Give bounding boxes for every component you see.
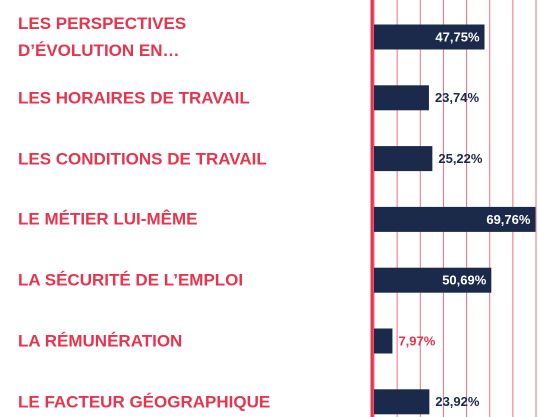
bar <box>374 267 492 293</box>
category-label: LE MÉTIER LUI-MÊME <box>18 209 198 229</box>
value-label: 23,92% <box>435 394 480 409</box>
bar <box>374 389 430 415</box>
category-label: LA RÉMUNÉRATION <box>18 331 183 351</box>
bar <box>374 328 393 354</box>
value-label: 7,97% <box>398 333 435 348</box>
value-label: 50,69% <box>442 273 487 288</box>
bar <box>374 206 536 232</box>
value-label: 69,76% <box>486 212 531 227</box>
category-label: LES HORAIRES DE TRAVAIL <box>18 88 250 108</box>
value-label: 25,22% <box>438 151 483 166</box>
bar <box>374 24 485 50</box>
bar <box>374 146 433 172</box>
category-label: LES CONDITIONS DE TRAVAIL <box>18 149 267 169</box>
value-label: 23,74% <box>435 90 480 105</box>
value-label: 47,75% <box>435 29 480 44</box>
category-label: LES PERSPECTIVES D’ÉVOLUTION EN… <box>18 14 187 60</box>
category-label: LE FACTEUR GÉOGRAPHIQUE <box>18 392 271 412</box>
category-label: LA SÉCURITÉ DE L’EMPLOI <box>18 270 244 290</box>
bar <box>374 85 429 111</box>
